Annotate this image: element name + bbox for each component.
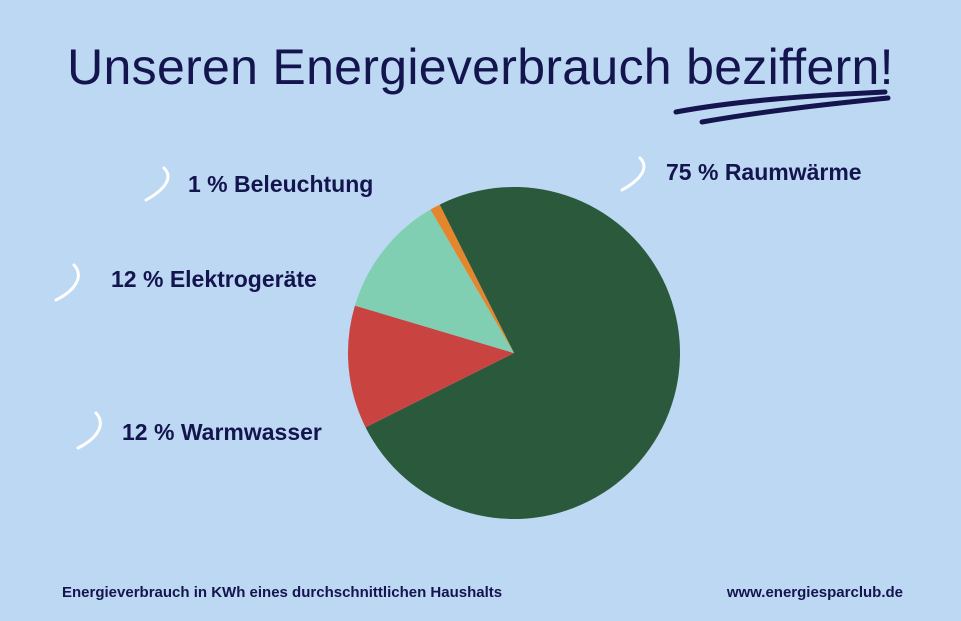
pie-slice-1: [348, 305, 514, 428]
accent-mark-elektrogeraete: [54, 263, 80, 302]
label-warmwasser: 12 % Warmwasser: [122, 419, 322, 445]
accent-mark-beleuchtung: [144, 166, 170, 202]
label-elektrogeraete: 12 % Elektrogeräte: [111, 266, 317, 292]
pie-slice-2: [354, 209, 514, 353]
title-underline-scribble: [673, 89, 891, 125]
accent-mark-raumwaerme: [620, 156, 646, 192]
accent-mark-warmwasser: [76, 411, 102, 450]
label-beleuchtung: 1 % Beleuchtung: [188, 171, 374, 197]
footer-website: www.energiesparclub.de: [726, 584, 903, 601]
pie-slice-3: [430, 204, 514, 353]
label-raumwaerme: 75 % Raumwärme: [666, 159, 862, 185]
footer-caption: Energieverbrauch in KWh eines durchschni…: [62, 584, 503, 601]
page-title: Unseren Energieverbrauch beziffern!: [67, 39, 894, 95]
pie-slice-0: [365, 187, 681, 520]
